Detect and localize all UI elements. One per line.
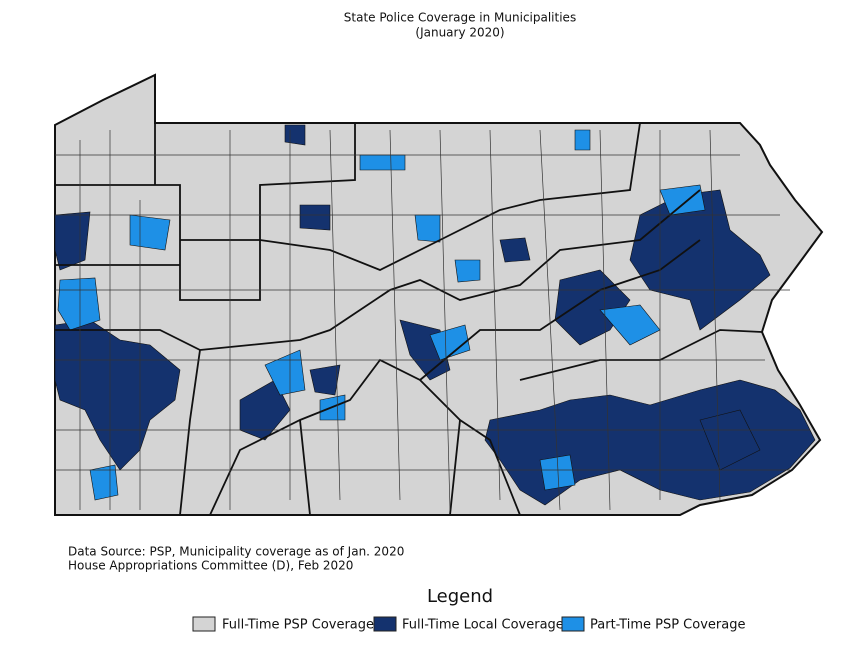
source-line: House Appropriations Committee (D), Feb … xyxy=(68,559,353,573)
local-area xyxy=(284,124,306,146)
parttime-area xyxy=(129,214,171,251)
map-title: State Police Coverage in Municipalities xyxy=(344,11,576,25)
parttime-area xyxy=(454,259,481,283)
legend-title: Legend xyxy=(427,586,493,607)
parttime-area xyxy=(539,454,576,491)
state-map xyxy=(54,73,824,516)
legend-swatch xyxy=(192,616,216,632)
legend-label: Full-Time PSP Coverage xyxy=(222,618,374,633)
local-area xyxy=(699,409,761,471)
parttime-area xyxy=(359,154,406,171)
local-area xyxy=(499,237,531,263)
local-area xyxy=(54,319,181,471)
local-area xyxy=(309,364,341,396)
legend: Full-Time PSP Coverage Full-Time Local C… xyxy=(192,616,745,633)
source-line: Data Source: PSP, Municipality coverage … xyxy=(68,545,404,559)
parttime-area xyxy=(429,324,471,361)
legend-label: Full-Time Local Coverage xyxy=(402,618,564,633)
parttime-area xyxy=(574,129,591,151)
parttime-area xyxy=(414,214,441,243)
parttime-area xyxy=(57,277,101,331)
local-area xyxy=(629,189,771,331)
legend-label: Part-Time PSP Coverage xyxy=(590,618,745,633)
map-subtitle: (January 2020) xyxy=(415,26,504,40)
boundary-lines xyxy=(55,122,810,516)
local-area xyxy=(239,379,291,441)
legend-swatch xyxy=(373,616,397,632)
legend-swatch xyxy=(561,616,585,632)
parttime-area xyxy=(89,464,119,501)
parttime-area xyxy=(264,349,306,396)
local-area xyxy=(299,204,331,231)
parttime-area xyxy=(659,184,706,216)
